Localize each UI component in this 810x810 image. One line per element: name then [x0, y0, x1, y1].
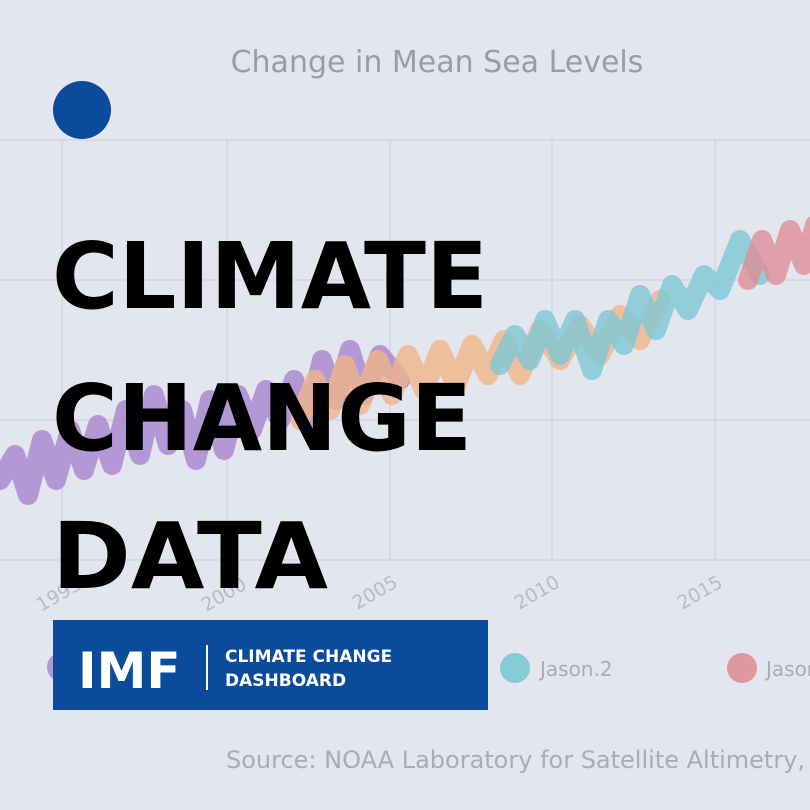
- logo: IMF CLIMATE CHANGE DASHBOARD: [53, 620, 488, 710]
- headline: CHANGE: [52, 365, 472, 472]
- legend-swatch: [727, 653, 757, 683]
- source-note: Source: NOAA Laboratory for Satellite Al…: [226, 746, 805, 774]
- logo-tagline: CLIMATE CHANGE: [225, 647, 392, 667]
- logo-tagline: DASHBOARD: [225, 671, 346, 691]
- headline: CLIMATE: [52, 223, 488, 330]
- legend-label: Jason.2: [538, 657, 613, 681]
- series-band: [490, 230, 770, 380]
- legend-swatch: [500, 653, 530, 683]
- series-band: [0, 340, 410, 505]
- legend-label: Jason-3: [764, 657, 810, 681]
- series-band: [738, 216, 810, 290]
- chart-series: [0, 216, 810, 505]
- accent-dot: [53, 81, 111, 139]
- chart-title: Change in Mean Sea Levels: [231, 45, 644, 80]
- logo-box: [53, 620, 488, 710]
- logo-name: IMF: [78, 642, 181, 700]
- headline: DATA: [52, 503, 328, 610]
